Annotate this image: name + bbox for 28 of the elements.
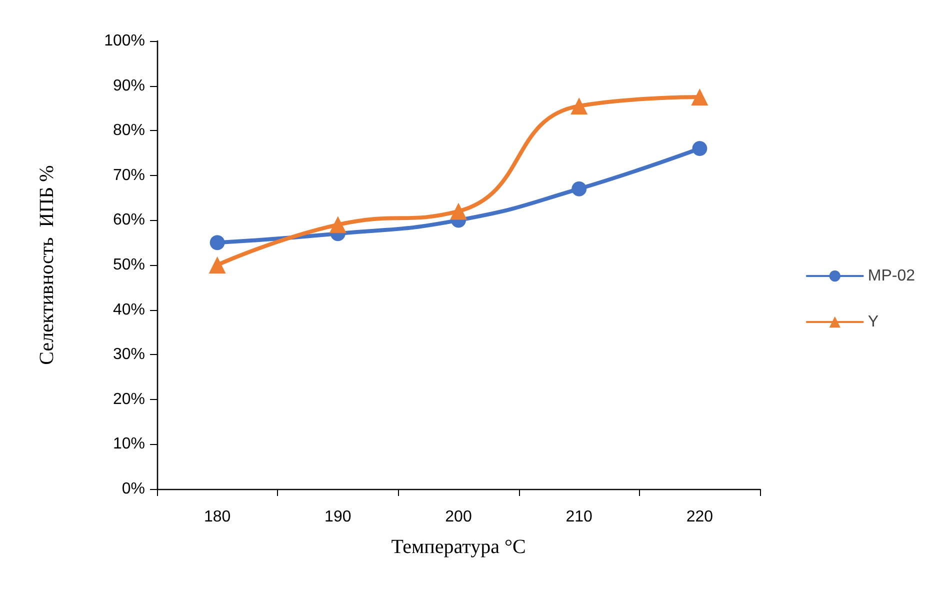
point [572, 181, 587, 196]
y-tick-label: 20% [112, 390, 145, 408]
x-axis-title: Температура °C [391, 536, 526, 558]
legend-label: MP-02 [868, 268, 916, 284]
y-axis-title: Селективность ИПБ % [36, 165, 58, 365]
x-tick-label: 210 [566, 508, 593, 526]
y-tick-label: 0% [122, 480, 145, 498]
y-tick-label: 10% [112, 436, 145, 453]
point [450, 202, 467, 220]
y-tick-label: 30% [112, 346, 145, 364]
point [570, 97, 588, 114]
y-tick-label: 50% [112, 256, 145, 274]
x-tick-label: 180 [204, 508, 231, 526]
legend-label: Y [868, 314, 879, 330]
point [691, 88, 708, 106]
point [692, 141, 708, 156]
y-tick-label: 60% [112, 212, 145, 229]
y-tick-label: 40% [112, 301, 145, 318]
x-tick-label: 220 [686, 508, 714, 526]
y-tick-label: 70% [112, 166, 145, 184]
y-tick-label: 90% [112, 77, 145, 94]
point [210, 235, 225, 250]
point [329, 216, 346, 234]
y-tick-label: 80% [112, 122, 145, 140]
x-tick-label: 190 [324, 508, 352, 526]
x-tick-label: 200 [445, 508, 472, 526]
y-tick-label: 100% [104, 32, 145, 50]
point [208, 256, 226, 274]
